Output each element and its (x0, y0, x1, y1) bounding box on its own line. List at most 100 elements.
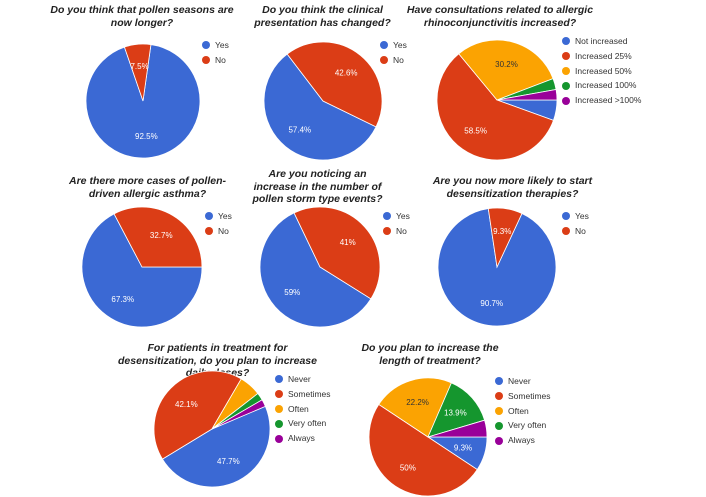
pie5-data-label: 41% (340, 238, 356, 247)
legend-swatch (275, 390, 283, 399)
legend-item: Sometimes (495, 389, 551, 404)
legend-label: Always (288, 433, 315, 444)
legend-label: Increased 25% (575, 50, 632, 61)
pie4-data-label: 32.7% (150, 231, 173, 240)
pie2-slice-no (286, 41, 383, 128)
pie7-slice-sometimes (153, 370, 242, 460)
legend-swatch (562, 96, 570, 105)
legend-swatch (383, 212, 391, 221)
pie3-slice-increased-25- (436, 53, 554, 161)
legend-item: Very often (495, 418, 551, 433)
pie8-data-label: 50% (400, 464, 416, 473)
legend-item: No (380, 53, 407, 68)
legend-1: Yes No (202, 38, 229, 68)
legend-label: Very often (288, 418, 327, 429)
pie4-slice-yes (81, 213, 203, 328)
legend-swatch (562, 81, 570, 90)
legend-label: Sometimes (508, 390, 551, 401)
legend-item: Increased >100% (562, 93, 641, 108)
pie1-data-label: 92.5% (135, 132, 158, 141)
pie3-data-label: 58.5% (464, 126, 487, 135)
legend-label: Always (508, 435, 535, 446)
chart-title-3: Have consultations related to allergic r… (406, 4, 594, 29)
legend-swatch (383, 227, 391, 236)
pie8-data-label: 13.9% (444, 409, 467, 418)
pie1-slice-no (123, 43, 152, 102)
legend-swatch (495, 392, 503, 401)
legend-swatch (495, 421, 503, 430)
legend-item: Often (275, 402, 331, 417)
legend-swatch (380, 56, 388, 65)
legend-swatch (562, 212, 570, 221)
legend-2: Yes No (380, 38, 407, 68)
legend-label: No (215, 54, 226, 65)
legend-label: No (218, 225, 229, 236)
pie1-data-label: 7.5% (130, 62, 148, 71)
legend-5: Yes No (383, 209, 410, 239)
legend-swatch (275, 404, 283, 413)
legend-item: Yes (562, 209, 589, 224)
legend-label: Increased 100% (575, 80, 637, 91)
pie2-data-label: 42.6% (335, 69, 358, 78)
pie8-slice-often (378, 377, 452, 438)
pie7-slice-never (161, 405, 271, 488)
legend-label: No (575, 225, 586, 236)
legend-3: Not increased Increased 25% Increased 50% I… (562, 34, 641, 108)
chart-title-2: Do you think the clinical presentation h… (254, 4, 391, 29)
legend-label: No (393, 54, 404, 65)
legend-item: No (205, 224, 232, 239)
pie8-slice-sometimes (368, 403, 478, 497)
pie2-data-label: 57.4% (288, 125, 311, 134)
legend-swatch (202, 56, 210, 65)
legend-item: No (562, 224, 589, 239)
legend-4: Yes No (205, 209, 232, 239)
legend-swatch (495, 406, 503, 415)
legend-swatch (275, 434, 283, 443)
legend-label: Very often (508, 420, 547, 431)
pie3-slice-increased-50- (458, 39, 554, 101)
legend-item: Increased 100% (562, 78, 641, 93)
chart-title-6: Are you now more likely to start desensi… (432, 175, 593, 200)
legend-swatch (562, 227, 570, 236)
legend-label: Increased 50% (575, 65, 632, 76)
legend-item: Yes (205, 209, 232, 224)
pie5-data-label: 59% (284, 288, 300, 297)
legend-label: Yes (218, 211, 232, 221)
legend-label: Increased >100% (575, 95, 642, 106)
pie6-slice-no (487, 207, 523, 269)
pie3-slice-increased-100- (496, 89, 558, 101)
legend-label: Often (288, 403, 309, 414)
legend-item: Not increased (562, 34, 641, 49)
pie4-slice-no (113, 206, 203, 268)
legend-swatch (562, 52, 570, 61)
legend-swatch (380, 41, 388, 50)
pie1-slice-yes (85, 44, 201, 159)
legend-label: Never (508, 376, 531, 386)
legend-item: Never (275, 372, 331, 387)
legend-item: No (202, 53, 229, 68)
pie7-data-label: 47.7% (217, 457, 240, 466)
legend-item: Never (495, 374, 551, 389)
legend-swatch (275, 375, 283, 384)
legend-swatch (205, 212, 213, 221)
legend-item: No (383, 224, 410, 239)
legend-item: Yes (380, 38, 407, 53)
legend-item: Very often (275, 416, 331, 431)
legend-item: Increased 50% (562, 64, 641, 79)
pie8-data-label: 9.3% (454, 444, 472, 453)
legend-swatch (202, 41, 210, 50)
legend-label: Never (288, 374, 311, 384)
chart-title-1: Do you think that pollen seasons are now… (50, 4, 234, 29)
legend-swatch (495, 377, 503, 386)
pie6-data-label: 90.7% (480, 299, 503, 308)
legend-swatch (275, 419, 283, 428)
legend-item: Yes (383, 209, 410, 224)
pie8-slice-very-often (427, 382, 486, 438)
chart-title-4: Are there more cases of pollen-driven al… (69, 175, 226, 200)
pie6-data-label: 9.3% (493, 227, 511, 236)
legend-label: No (396, 225, 407, 236)
legend-label: Sometimes (288, 388, 331, 399)
pie4-data-label: 67.3% (111, 295, 134, 304)
legend-swatch (205, 227, 213, 236)
